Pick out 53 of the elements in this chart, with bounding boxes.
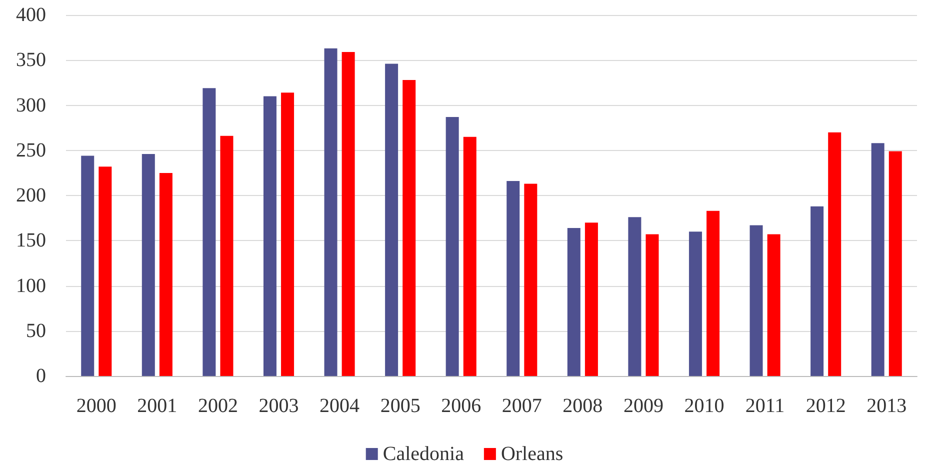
x-tick-label: 2003 — [258, 395, 299, 417]
x-tick-label: 2007 — [502, 395, 542, 417]
bar — [628, 217, 642, 376]
x-tick-label: 2012 — [806, 395, 846, 417]
bar — [750, 225, 763, 376]
bar — [810, 206, 824, 376]
bar — [767, 234, 780, 376]
bar — [220, 136, 234, 376]
x-tick-label: 2005 — [380, 395, 420, 417]
bar — [142, 154, 155, 376]
x-tick-label: 2001 — [137, 395, 178, 417]
y-tick-label: 100 — [16, 274, 46, 297]
bar — [324, 48, 338, 376]
x-tick-label: 2004 — [320, 395, 360, 417]
y-tick-label: 400 — [16, 4, 46, 26]
x-tick-label: 2008 — [562, 395, 603, 417]
x-tick-label: 2010 — [684, 395, 724, 417]
legend-label: Orleans — [500, 443, 564, 465]
bar — [463, 136, 476, 376]
bar — [871, 143, 884, 376]
x-tick-label: 2011 — [745, 395, 785, 417]
bar — [402, 80, 416, 376]
bar — [281, 92, 294, 376]
bar — [263, 96, 276, 376]
y-tick-label: 350 — [16, 49, 46, 72]
x-tick-label: 2006 — [441, 395, 482, 417]
bar — [81, 156, 94, 376]
legend-label: Caledonia — [382, 443, 464, 465]
bar — [506, 181, 520, 376]
bar — [688, 232, 702, 376]
y-tick-label: 200 — [16, 184, 46, 206]
bar — [828, 132, 842, 376]
x-tick-label: 2000 — [76, 395, 116, 417]
bar — [446, 116, 459, 376]
bar — [888, 151, 902, 376]
bar — [584, 222, 598, 376]
x-tick-label: 2002 — [198, 395, 238, 417]
bar — [159, 172, 172, 376]
x-tick-label: 2009 — [623, 395, 664, 417]
y-tick-label: 0 — [36, 365, 46, 387]
bar — [567, 228, 580, 376]
y-tick-label: 300 — [16, 94, 46, 116]
bar — [524, 184, 538, 376]
bar — [98, 166, 112, 376]
y-tick-label: 150 — [16, 230, 46, 252]
bar — [385, 64, 398, 376]
bar — [706, 210, 720, 376]
bar — [342, 52, 355, 376]
x-tick-label: 2013 — [866, 395, 907, 417]
bar — [646, 234, 659, 376]
y-tick-label: 250 — [16, 139, 46, 162]
y-tick-label: 50 — [26, 320, 46, 342]
bar — [202, 88, 216, 376]
